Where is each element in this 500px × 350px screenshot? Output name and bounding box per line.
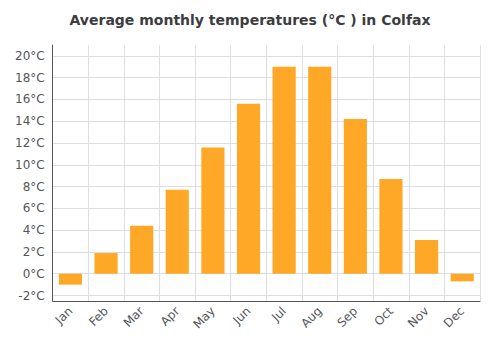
- svg-text:Average monthly temperatures (: Average monthly temperatures (°C ) in Co…: [70, 12, 431, 28]
- svg-text:Sep: Sep: [334, 304, 360, 330]
- svg-text:16°C: 16°C: [15, 92, 45, 106]
- svg-text:0°C: 0°C: [23, 267, 45, 281]
- svg-text:20°C: 20°C: [15, 49, 45, 63]
- svg-text:8°C: 8°C: [23, 180, 45, 194]
- svg-text:Feb: Feb: [86, 304, 111, 329]
- svg-text:-2°C: -2°C: [18, 289, 44, 303]
- svg-text:Apr: Apr: [158, 304, 183, 329]
- svg-text:2°C: 2°C: [23, 245, 45, 259]
- svg-text:10°C: 10°C: [15, 158, 45, 172]
- svg-text:Nov: Nov: [405, 304, 431, 330]
- svg-text:Jan: Jan: [52, 304, 76, 328]
- svg-text:Jun: Jun: [230, 304, 254, 328]
- svg-text:Dec: Dec: [441, 304, 467, 330]
- svg-text:Oct: Oct: [371, 304, 396, 329]
- svg-text:4°C: 4°C: [23, 223, 45, 237]
- svg-text:12°C: 12°C: [15, 136, 45, 150]
- svg-text:Mar: Mar: [121, 304, 147, 330]
- svg-text:May: May: [190, 304, 217, 331]
- svg-text:Jul: Jul: [268, 304, 289, 325]
- svg-text:6°C: 6°C: [23, 201, 45, 215]
- svg-text:Aug: Aug: [298, 304, 324, 330]
- svg-text:14°C: 14°C: [15, 114, 45, 128]
- svg-text:18°C: 18°C: [15, 71, 45, 85]
